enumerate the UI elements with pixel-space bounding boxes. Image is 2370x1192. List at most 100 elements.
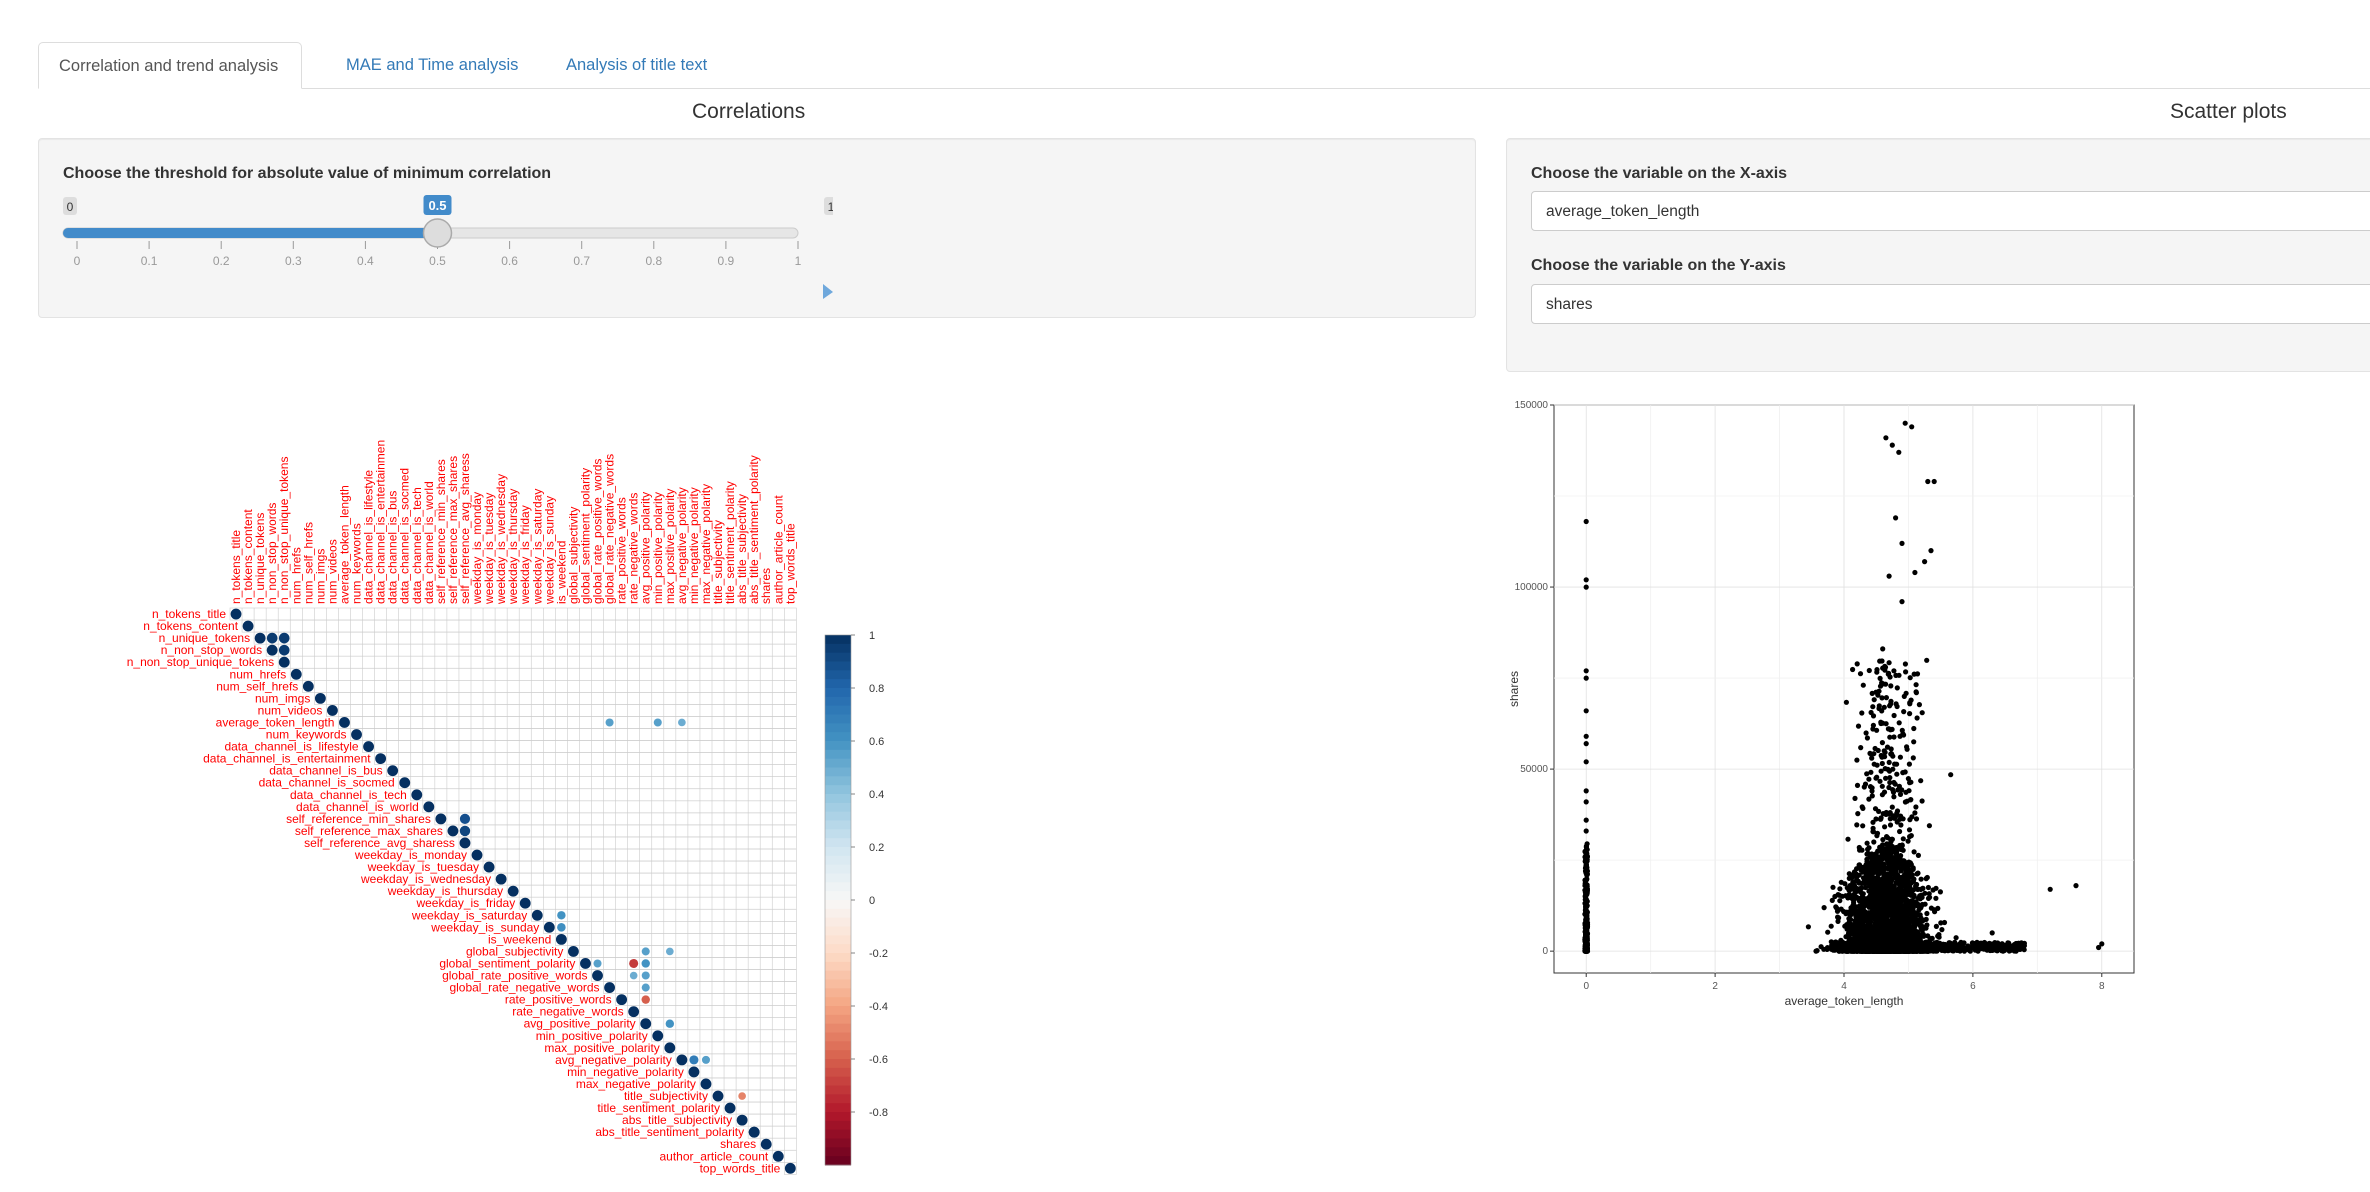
corr-col-label-10: num_keywords xyxy=(350,523,364,604)
scatter-point xyxy=(1832,946,1838,952)
scatter-point xyxy=(1893,813,1899,819)
scatter-point xyxy=(1881,902,1887,908)
play-animation-icon[interactable] xyxy=(823,284,833,299)
scatter-point xyxy=(1891,883,1897,889)
corr-legend-swatch xyxy=(825,670,851,680)
scatter-point xyxy=(1871,761,1877,767)
scatter-points xyxy=(1582,420,2105,954)
corr-cell-1 xyxy=(278,632,290,644)
corr-grid-row-16 xyxy=(422,800,797,814)
scatter-point xyxy=(1864,859,1870,865)
x-axis-select[interactable]: average_token_length xyxy=(1531,191,2370,231)
corr-row-label-45: author_article_count xyxy=(660,1149,769,1163)
scatter-point xyxy=(1869,898,1875,905)
scatter-point xyxy=(1843,699,1849,705)
corr-cell-diag-30 xyxy=(592,970,603,981)
scatter-point xyxy=(1903,868,1909,874)
scatter-point xyxy=(1889,928,1895,934)
corr-legend-swatch xyxy=(825,1014,851,1025)
slider-handle[interactable] xyxy=(422,218,453,248)
scatter-point xyxy=(1866,895,1872,901)
scatter-point xyxy=(2002,947,2008,954)
corr-legend-swatch xyxy=(825,776,851,786)
scatter-point xyxy=(1877,683,1884,689)
scatter-point xyxy=(1918,876,1924,882)
corr-cell-diag-13 xyxy=(387,765,399,777)
slider-fill xyxy=(63,228,438,238)
scatter-point xyxy=(1832,940,1838,946)
scatter-point xyxy=(1929,935,1935,942)
slider-ticks: 0 0.1 0.2 0.3 0.4 0.5 0.6 0.7 0.8 0.9 1 xyxy=(74,241,802,268)
corr-cell-diag-8 xyxy=(327,705,338,716)
threshold-slider[interactable]: 0 1 0.5 0 0.1 0.2 0.3 0.4 0.5 0.6 0.7 0.8 0.9 1 xyxy=(53,191,833,301)
corr-col-label-11: data_channel_is_lifestyle xyxy=(362,470,376,604)
scatter-point xyxy=(1902,892,1908,898)
scatter-point xyxy=(1868,863,1875,869)
corr-col-label-13: data_channel_is_bus xyxy=(386,491,400,604)
scatter-point xyxy=(1868,769,1874,775)
scatter-point xyxy=(1889,836,1895,842)
scatter-point xyxy=(1865,945,1872,951)
scatter-point xyxy=(1850,666,1856,673)
scatter-point xyxy=(1924,874,1930,881)
scatter-point xyxy=(1873,944,1879,951)
scatter-point xyxy=(1884,848,1890,854)
tab-title-text[interactable]: Analysis of title text xyxy=(566,56,708,74)
scatter-point xyxy=(1873,816,1879,822)
corr-cell-diag-41 xyxy=(724,1102,736,1114)
corr-cell-9 xyxy=(557,923,566,932)
corr-col-label-17: self_reference_min_shares xyxy=(434,459,448,604)
scatter-point xyxy=(1886,912,1892,918)
scatter-point xyxy=(1894,703,1900,710)
scatter-point xyxy=(1907,817,1913,823)
scatter-point xyxy=(1879,760,1885,767)
corr-col-label-8: num_videos xyxy=(325,539,339,604)
y-axis-select[interactable]: shares xyxy=(1531,284,2370,324)
corr-row-label-12: data_channel_is_entertainment xyxy=(203,752,371,766)
scatter-point xyxy=(1829,897,1835,903)
corr-col-label-7: num_imgs xyxy=(313,549,327,604)
scatter-point xyxy=(1893,946,1899,952)
scatter-point xyxy=(1990,943,1996,949)
corr-col-label-33: rate_negative_words xyxy=(627,493,641,604)
corr-legend-swatch xyxy=(825,643,851,654)
corr-row-label-21: weekday_is_tuesday xyxy=(367,860,479,874)
scatter-point xyxy=(1898,822,1904,828)
scatter-point xyxy=(1933,885,1939,891)
scatter-point xyxy=(1888,698,1894,704)
scatter-point xyxy=(1905,948,1911,954)
tab-correlation-trend[interactable]: Correlation and trend analysis xyxy=(38,42,302,89)
tab-mae-time[interactable]: MAE and Time analysis xyxy=(346,56,519,74)
scatter-point xyxy=(1881,912,1888,918)
scatter-point xyxy=(1904,744,1910,750)
corr-row-label-41: title_sentiment_polarity xyxy=(597,1101,720,1115)
corr-row-label-6: num_self_hrefs xyxy=(216,679,298,693)
scatter-point xyxy=(1871,697,1877,703)
corr-cell-diag-19 xyxy=(459,837,471,849)
corr-cell-23 xyxy=(748,1126,760,1138)
scatter-point xyxy=(1907,675,1913,681)
corr-legend-swatch xyxy=(825,688,851,698)
corr-row-label-10: num_keywords xyxy=(266,728,347,742)
scatter-point xyxy=(1860,823,1866,829)
corr-row-label-5: num_hrefs xyxy=(230,667,287,681)
corr-cell-diag-42 xyxy=(736,1114,748,1126)
corr-legend-swatch xyxy=(825,917,851,927)
scatter-point xyxy=(1915,917,1921,923)
corr-row-label-38: min_negative_polarity xyxy=(567,1065,684,1079)
correlation-threshold-panel: Choose the threshold for absolute value … xyxy=(38,138,1476,318)
corr-cell-diag-33 xyxy=(628,1006,640,1018)
scatter-point xyxy=(1926,823,1932,829)
scatter-point xyxy=(1873,852,1879,858)
corr-legend-swatch xyxy=(825,838,851,848)
scatter-point xyxy=(1915,852,1921,858)
corr-cell-diag-2 xyxy=(254,632,266,644)
scatter-point xyxy=(1877,675,1883,681)
scatter-point xyxy=(1890,933,1896,939)
corr-col-label-16: data_channel_is_world xyxy=(422,481,436,604)
scatter-point xyxy=(1935,905,1941,911)
corr-col-label-29: global_sentiment_polarity xyxy=(578,468,592,604)
scatter-point xyxy=(1910,928,1916,934)
corr-legend-swatch xyxy=(825,900,851,910)
corr-row-label-26: weekday_is_sunday xyxy=(430,920,539,934)
